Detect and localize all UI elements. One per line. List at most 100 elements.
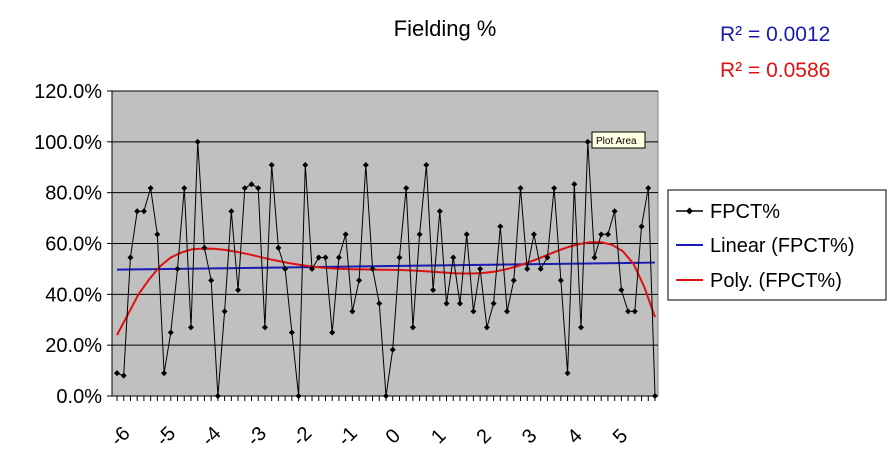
fpct-point: [255, 185, 262, 192]
fpct-point: [288, 329, 295, 336]
x-tick-label: 4: [563, 425, 586, 448]
poly-trend-line: [116, 241, 656, 336]
fpct-point: [241, 185, 248, 192]
fpct-point: [335, 254, 342, 261]
fpct-point: [497, 223, 504, 230]
legend[interactable]: FPCT% Linear (FPCT%) Poly. (FPCT%): [667, 189, 887, 301]
fpct-point: [228, 208, 235, 215]
fpct-point: [510, 277, 517, 284]
fpct-point: [322, 254, 329, 261]
fpct-point: [114, 370, 120, 377]
x-tick-label: -4: [197, 423, 225, 451]
x-tick-label: 3: [518, 425, 541, 448]
gridlines: [112, 90, 658, 346]
fpct-point: [140, 208, 147, 215]
fpct-point: [611, 208, 618, 215]
legend-marker-fpct: [686, 207, 693, 215]
fpct-point: [423, 161, 430, 168]
fpct-point: [578, 324, 585, 331]
y-tick-label: 20.0%: [45, 335, 102, 357]
fpct-point: [436, 208, 443, 215]
fpct-point: [490, 300, 497, 307]
fpct-point: [564, 370, 571, 377]
fpct-point: [161, 370, 168, 377]
fpct-point: [396, 254, 403, 261]
legend-box: [667, 189, 887, 301]
fpct-point: [214, 393, 221, 399]
fpct-point: [477, 265, 484, 272]
fpct-point: [208, 277, 215, 284]
fpct-point: [221, 308, 228, 315]
fpct-point: [295, 393, 302, 399]
fpct-point: [187, 324, 194, 331]
fpct-point: [645, 185, 652, 192]
fpct-point: [309, 265, 316, 272]
fpct-point: [349, 308, 356, 315]
x-tick-label: -2: [288, 423, 316, 451]
fpct-point: [604, 231, 611, 238]
y-tick-label: 60.0%: [45, 234, 102, 256]
fpct-point: [443, 300, 450, 307]
x-tick-label: -1: [334, 423, 362, 451]
fpct-point: [248, 181, 255, 188]
linear-trend-line: [116, 261, 656, 271]
tooltip-box: [591, 131, 646, 149]
fpct-point: [389, 346, 396, 353]
fpct-point: [275, 244, 282, 251]
chart-title: Fielding %: [394, 16, 497, 41]
fpct-point: [537, 265, 544, 272]
fpct-point: [638, 223, 645, 230]
series-layer: [114, 138, 658, 399]
fpct-point: [463, 231, 470, 238]
fpct-point: [524, 265, 531, 272]
fpct-point: [167, 329, 174, 336]
legend-label-fpct: FPCT%: [710, 201, 780, 223]
fpct-point: [134, 208, 141, 215]
y-tick-label: 120.0%: [34, 81, 102, 103]
fpct-point: [403, 185, 410, 192]
tooltip: Plot Area: [591, 131, 646, 149]
fpct-point: [625, 308, 632, 315]
fpct-point: [329, 329, 336, 336]
legend-label-poly: Poly. (FPCT%): [710, 270, 842, 292]
fpct-point: [571, 181, 578, 188]
fpct-point: [181, 185, 188, 192]
fpct-point: [544, 254, 551, 261]
fpct-point: [154, 231, 161, 238]
y-axis: 0.0% 20.0% 40.0% 60.0% 80.0% 100.0% 120.0%: [34, 81, 112, 408]
fpct-point: [618, 287, 625, 294]
fpct-point: [416, 231, 423, 238]
fpct-point: [483, 324, 490, 331]
y-tick-label: 100.0%: [34, 132, 102, 154]
y-tick-label: 80.0%: [45, 183, 102, 205]
fpct-point: [430, 287, 437, 294]
fpct-point: [409, 324, 416, 331]
fpct-point: [584, 138, 591, 145]
fpct-point: [127, 254, 134, 261]
fpct-point: [551, 185, 558, 192]
fpct-point: [302, 161, 309, 168]
tooltip-text: Plot Area: [596, 136, 637, 147]
fpct-point: [450, 254, 457, 261]
x-tick-label: 0: [382, 425, 405, 448]
fpct-point: [504, 308, 511, 315]
fpct-point: [376, 300, 383, 307]
y-tick-label: 40.0%: [45, 284, 102, 306]
r2-label-linear: R² = 0.0012: [720, 23, 830, 46]
x-tick-label: -3: [243, 423, 271, 451]
fpct-point: [598, 231, 605, 238]
fpct-point: [194, 138, 201, 145]
fpct-point: [356, 277, 363, 284]
fpct-point: [530, 231, 537, 238]
fpct-point: [261, 324, 268, 331]
fpct-point: [456, 300, 463, 307]
y-tick-label: 0.0%: [56, 386, 102, 408]
fpct-point: [147, 185, 154, 192]
legend-label-linear: Linear (FPCT%): [710, 235, 854, 257]
fpct-point: [268, 161, 275, 168]
x-tick-label: 2: [473, 425, 496, 448]
fpct-point: [470, 308, 477, 315]
fpct-point: [652, 393, 658, 399]
x-tick-label: 5: [609, 425, 632, 448]
